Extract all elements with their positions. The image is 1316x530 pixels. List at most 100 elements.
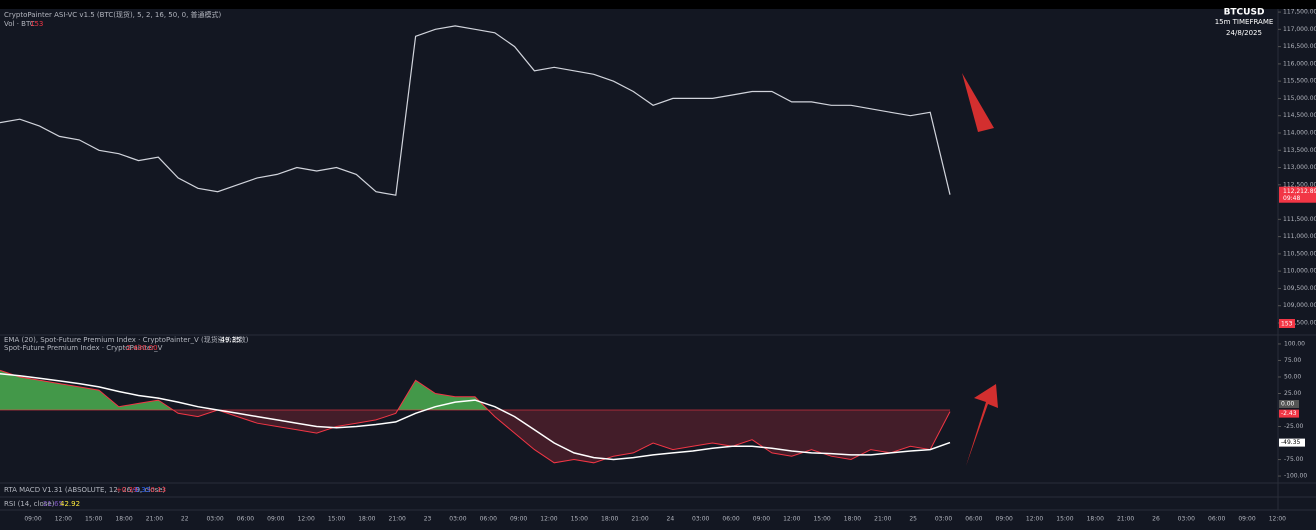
y-tick-label: -75.00 <box>1284 456 1304 463</box>
rsi-legend: RSI (14, close) <box>4 500 55 508</box>
volume-value: 153 <box>30 20 43 28</box>
y-tick-label: 110,000.00 <box>1283 268 1316 275</box>
x-tick-label: 06:00 <box>965 516 982 523</box>
ema-legend-value: -49.35 <box>218 336 241 344</box>
x-tick-label: 15:00 <box>813 516 830 523</box>
y-tick-label: 112,500.00 <box>1283 181 1316 188</box>
x-tick-label: 21:00 <box>389 516 406 523</box>
y-tick-label: 113,000.00 <box>1283 164 1316 171</box>
y-tick-label: 115,500.00 <box>1283 78 1316 85</box>
x-tick-label: 06:00 <box>237 516 254 523</box>
macd-legend: RTA MACD V1.31 (ABSOLUTE, 12, 26, 9, clo… <box>4 486 166 494</box>
x-tick-label: 21:00 <box>874 516 891 523</box>
y-tick-label: 115,000.00 <box>1283 95 1316 102</box>
x-tick-label: 06:00 <box>480 516 497 523</box>
last-price-label: 112,212.89 <box>1283 188 1316 195</box>
y-tick-label: -100.00 <box>1284 473 1307 480</box>
y-tick-label: 116,000.00 <box>1283 60 1316 67</box>
y-tick-label: 75.00 <box>1284 357 1301 364</box>
y-tick-label: 50.00 <box>1284 373 1301 380</box>
x-tick-label: 12:00 <box>55 516 72 523</box>
macd-value: -0.33 <box>132 486 150 494</box>
y-tick-label: 114,500.00 <box>1283 112 1316 119</box>
volume-tag <box>1279 319 1295 328</box>
y-tick-label: 113,500.00 <box>1283 147 1316 154</box>
last-price-tag <box>1279 186 1316 203</box>
x-tick-label: 03:00 <box>206 516 223 523</box>
y-tick-label: 117,500.00 <box>1283 9 1316 16</box>
ema-legend: EMA (20), Spot-Future Premium Index · Cr… <box>4 335 249 344</box>
ema-line <box>0 372 951 461</box>
x-tick-label: 03:00 <box>692 516 709 523</box>
x-tick-label: 06:00 <box>722 516 739 523</box>
x-tick-label: 09:00 <box>1238 516 1255 523</box>
x-tick-label: 03:00 <box>1178 516 1195 523</box>
x-tick-label: 03:00 <box>935 516 952 523</box>
rsi-value: 42.92 <box>60 500 80 508</box>
macd-value: -0.13 <box>148 486 166 494</box>
y-tick-label: 116,500.00 <box>1283 43 1316 50</box>
x-tick-label: 12:00 <box>540 516 557 523</box>
volume-tag-label: 153 <box>1281 321 1293 328</box>
x-tick-label: 22 <box>181 516 189 523</box>
x-tick-label: 25 <box>909 516 917 523</box>
y-tick-label: 25.00 <box>1284 390 1301 397</box>
x-tick-label: 09:00 <box>753 516 770 523</box>
date: 24/8/2025 <box>1226 29 1262 37</box>
y-tick-label: 117,000.00 <box>1283 26 1316 33</box>
indicator-title: CryptoPainter ASI-VC v1.5 (BTC(现货), 5, 2… <box>4 10 222 19</box>
x-tick-label: 09:00 <box>510 516 527 523</box>
countdown-label: 09:48 <box>1283 195 1300 202</box>
zero-tag <box>1279 400 1299 408</box>
x-tick-label: 06:00 <box>1208 516 1225 523</box>
x-tick-label: 18:00 <box>601 516 618 523</box>
x-tick-label: 18:00 <box>1087 516 1104 523</box>
premium-line <box>0 369 951 464</box>
y-tick-label: 111,500.00 <box>1283 216 1316 223</box>
ema-tag <box>1279 438 1305 447</box>
y-tick-label: 110,500.00 <box>1283 250 1316 257</box>
y-tick-label: 114,000.00 <box>1283 129 1316 136</box>
ema-tag-label: -49.35 <box>1281 439 1301 446</box>
symbol: BTCUSD <box>1224 8 1265 18</box>
timeframe: 15m TIMEFRAME <box>1215 18 1274 26</box>
x-tick-label: 21:00 <box>1117 516 1134 523</box>
y-tick-label: 109,500.00 <box>1283 285 1316 292</box>
premium-legend-zero: 0.00 <box>142 344 158 352</box>
x-tick-label: 15:00 <box>328 516 345 523</box>
y-tick-label: -25.00 <box>1284 423 1304 430</box>
premium-tag <box>1279 409 1299 418</box>
y-tick-label: 108,500.00 <box>1283 319 1316 326</box>
x-tick-label: 15:00 <box>571 516 588 523</box>
x-tick-label: 23 <box>424 516 432 523</box>
x-tick-label: 12:00 <box>1269 516 1286 523</box>
x-tick-label: 21:00 <box>146 516 163 523</box>
volume-title: Vol · BTC <box>4 20 35 28</box>
premium-tag-label: -2.43 <box>1281 410 1297 417</box>
y-tick-label: 109,000.00 <box>1283 302 1316 309</box>
x-tick-label: 09:00 <box>996 516 1013 523</box>
x-tick-label: 18:00 <box>844 516 861 523</box>
x-tick-label: 18:00 <box>115 516 132 523</box>
rsi-value: 21.65 <box>43 500 63 508</box>
x-tick-label: 15:00 <box>1056 516 1073 523</box>
x-tick-label: 21:00 <box>631 516 648 523</box>
top-bar <box>0 0 1316 9</box>
zero-tag-label: 0.00 <box>1281 401 1295 408</box>
up-arrow <box>966 384 998 466</box>
premium-legend-value: -2.43 <box>124 344 142 352</box>
y-tick-label: 111,000.00 <box>1283 233 1316 240</box>
x-tick-label: 24 <box>667 516 675 523</box>
premium-area-negative <box>0 410 950 463</box>
x-tick-label: 18:00 <box>358 516 375 523</box>
x-tick-label: 26 <box>1152 516 1160 523</box>
premium-legend: Spot-Future Premium Index · CryptoPainte… <box>4 344 163 352</box>
price-line <box>0 25 951 196</box>
x-tick-label: 15:00 <box>85 516 102 523</box>
x-tick-label: 09:00 <box>24 516 41 523</box>
y-tick-label: 100.00 <box>1284 340 1305 347</box>
x-tick-label: 09:00 <box>267 516 284 523</box>
x-tick-label: 12:00 <box>298 516 315 523</box>
macd-value: +0.39 <box>116 486 137 494</box>
x-tick-label: 12:00 <box>783 516 800 523</box>
